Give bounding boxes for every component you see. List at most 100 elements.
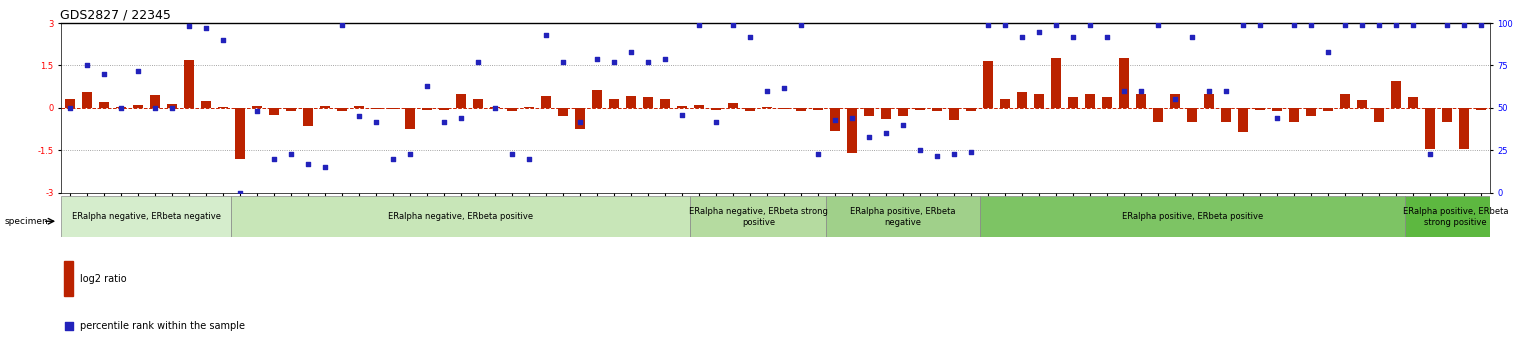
Point (1368, 22, 1392, 28)
Bar (1254, 108, 1265, 110)
Text: ERalpha positive, ERbeta
negative: ERalpha positive, ERbeta negative (850, 207, 957, 227)
Point (1265, 115, 1290, 121)
Point (58, 105, 83, 111)
Text: log2 ratio: log2 ratio (79, 274, 127, 284)
Bar (711, 108, 721, 110)
Bar (949, 108, 960, 120)
Point (805, 151, 830, 157)
Point (211, 37, 235, 43)
Point (924, 153, 949, 158)
Text: GDS2827 / 22345: GDS2827 / 22345 (60, 9, 171, 22)
Point (385, 73, 410, 79)
Point (1213, 88, 1238, 94)
Bar (1357, 100, 1368, 108)
Bar (1442, 108, 1453, 121)
Bar (558, 108, 568, 116)
Point (1282, 22, 1306, 28)
Point (1010, 34, 1034, 39)
Bar (1135, 95, 1146, 108)
Bar (847, 108, 857, 153)
Text: ERalpha negative, ERbeta negative: ERalpha negative, ERbeta negative (72, 212, 220, 221)
Point (431, 119, 455, 124)
Bar (1323, 108, 1334, 111)
Point (1096, 34, 1120, 39)
Bar (286, 108, 296, 112)
Point (1351, 22, 1375, 28)
Bar (932, 108, 943, 111)
Bar (150, 95, 160, 108)
Bar (1204, 95, 1215, 108)
Bar (1409, 97, 1418, 108)
Text: ERalpha positive, ERbeta
strong positive: ERalpha positive, ERbeta strong positive (1403, 207, 1508, 227)
Point (125, 68, 150, 73)
Bar (81, 92, 92, 108)
Bar (796, 108, 807, 112)
Bar (183, 60, 194, 108)
Bar (1426, 108, 1435, 149)
Point (788, 22, 813, 28)
Point (941, 151, 966, 157)
Point (908, 148, 932, 153)
Point (228, 190, 252, 196)
Text: percentile rank within the sample: percentile rank within the sample (79, 321, 244, 331)
Bar (677, 106, 688, 108)
Bar (336, 108, 347, 112)
Bar (744, 108, 755, 111)
Point (278, 151, 303, 157)
Point (500, 151, 524, 157)
Bar (61, 196, 231, 237)
Text: ERalpha negative, ERbeta positive: ERalpha negative, ERbeta positive (388, 212, 533, 221)
Bar (863, 108, 874, 116)
Bar (231, 196, 691, 237)
Bar (660, 99, 669, 108)
Bar (575, 108, 585, 129)
Point (704, 119, 729, 124)
Bar (1170, 95, 1180, 108)
Point (347, 114, 371, 119)
Bar (524, 107, 533, 108)
Point (466, 59, 490, 65)
Point (1248, 22, 1273, 28)
Point (449, 115, 474, 121)
Text: ERalpha positive, ERbeta positive: ERalpha positive, ERbeta positive (1122, 212, 1262, 221)
Bar (388, 108, 397, 109)
Point (602, 59, 626, 65)
Point (1129, 88, 1154, 94)
Point (295, 161, 319, 167)
Point (261, 156, 286, 162)
Point (108, 105, 133, 111)
Bar (1340, 95, 1351, 108)
Point (92, 71, 116, 77)
Bar (167, 104, 177, 108)
Bar (999, 99, 1010, 108)
Point (686, 22, 711, 28)
Point (772, 85, 796, 90)
Bar (455, 94, 466, 108)
Point (567, 119, 591, 124)
Bar (64, 261, 73, 296)
Text: specimen: specimen (5, 217, 49, 226)
Bar (1404, 196, 1507, 237)
Point (1468, 22, 1493, 28)
Point (1112, 88, 1137, 94)
Point (857, 134, 882, 140)
Point (397, 151, 422, 157)
Bar (1238, 108, 1248, 132)
Bar (235, 108, 244, 159)
Bar (371, 108, 380, 109)
Point (550, 59, 575, 65)
Bar (898, 108, 908, 116)
Bar (200, 101, 211, 108)
Point (244, 109, 269, 114)
Bar (405, 108, 416, 129)
Bar (591, 90, 602, 108)
Bar (1459, 108, 1470, 149)
Bar (966, 108, 976, 111)
Point (1044, 22, 1068, 28)
Bar (252, 106, 261, 108)
Bar (439, 108, 449, 110)
Point (364, 119, 388, 124)
Point (874, 131, 898, 136)
Bar (779, 108, 788, 109)
Point (1418, 151, 1442, 157)
